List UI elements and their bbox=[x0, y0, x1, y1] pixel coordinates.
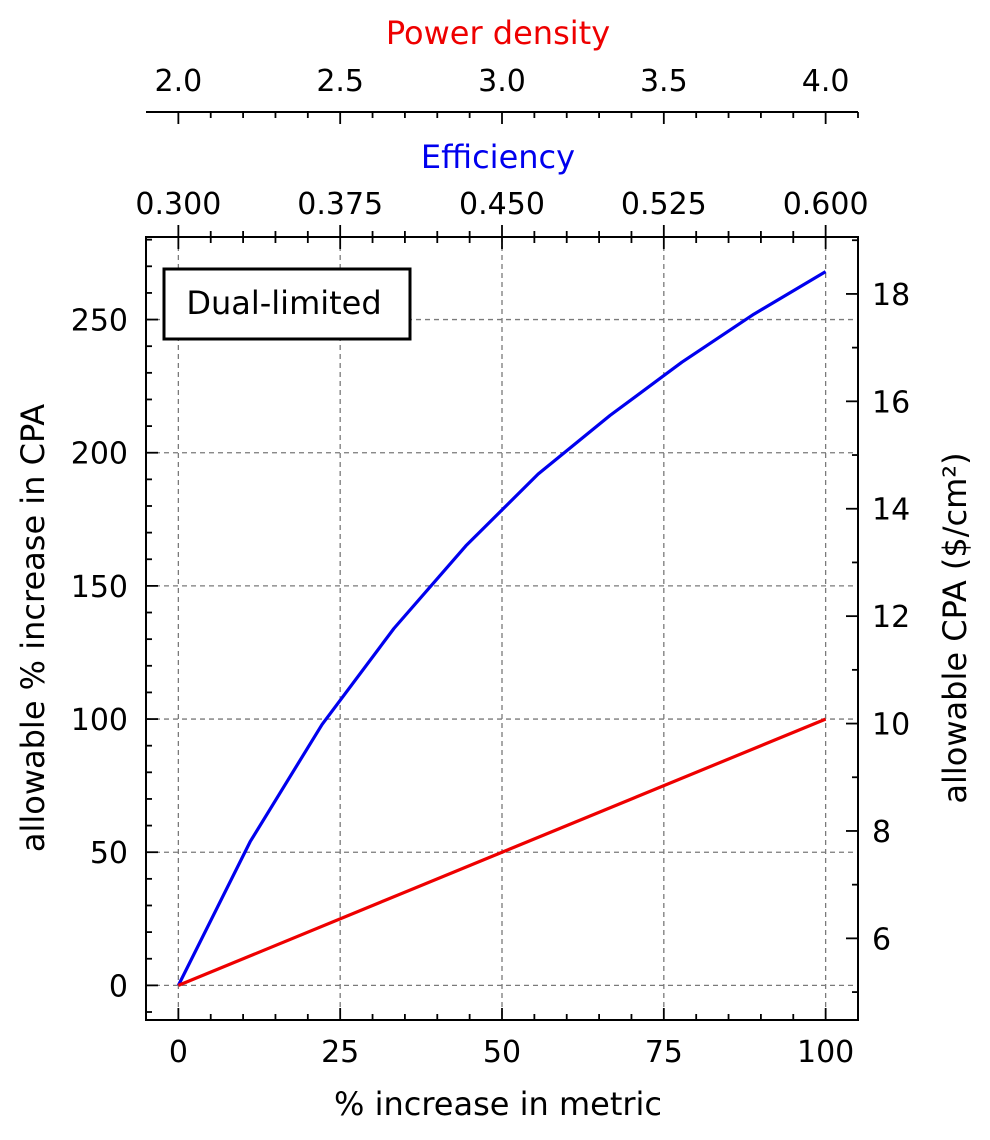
y2-tick-label-5: 16 bbox=[872, 385, 910, 420]
efficiency-tick-label-1: 0.375 bbox=[297, 187, 383, 222]
power-density-tick-label-0: 2.0 bbox=[155, 64, 203, 99]
y-tick-label-5: 250 bbox=[71, 304, 128, 339]
y-tick-label-3: 150 bbox=[71, 570, 128, 605]
series-line-1 bbox=[177, 717, 827, 987]
y2-tick-label-3: 12 bbox=[872, 600, 910, 635]
y2-tick-label-0: 6 bbox=[872, 922, 891, 957]
efficiency-tick-label-4: 0.600 bbox=[783, 187, 869, 222]
y-tick-label-2: 100 bbox=[71, 703, 128, 738]
axis-ticks bbox=[146, 112, 859, 1020]
annotation-box bbox=[162, 267, 412, 341]
series-group bbox=[176, 270, 827, 987]
series-line-0 bbox=[176, 270, 827, 987]
power-density-tick-label-4: 4.0 bbox=[802, 64, 850, 99]
y-tick-label-4: 200 bbox=[71, 437, 128, 472]
power-density-tick-label-1: 2.5 bbox=[316, 64, 364, 99]
y-axis-label: allowable % increase in CPA bbox=[14, 404, 52, 852]
y-tick-label-0: 0 bbox=[109, 969, 128, 1004]
x-tick-label-1: 25 bbox=[321, 1035, 359, 1070]
x-axis-label: % increase in metric bbox=[334, 1085, 662, 1123]
power-density-axis-label: Power density bbox=[386, 14, 610, 52]
y2-tick-label-1: 8 bbox=[872, 815, 891, 850]
grid-lines bbox=[146, 237, 858, 1020]
y2-tick-label-4: 14 bbox=[872, 493, 910, 528]
efficiency-tick-label-3: 0.525 bbox=[621, 187, 707, 222]
x-tick-label-2: 50 bbox=[483, 1035, 521, 1070]
x-tick-label-0: 0 bbox=[169, 1035, 188, 1070]
y2-tick-label-6: 18 bbox=[872, 278, 910, 313]
efficiency-axis-label: Efficiency bbox=[421, 138, 575, 176]
y-tick-label-1: 50 bbox=[90, 836, 128, 871]
power-density-tick-label-3: 3.5 bbox=[640, 64, 688, 99]
x-tick-label-3: 75 bbox=[645, 1035, 683, 1070]
efficiency-tick-label-0: 0.300 bbox=[135, 187, 221, 222]
annotation-text: Dual-limited bbox=[186, 284, 381, 322]
y2-axis-label: allowable CPA ($/cm²) bbox=[936, 452, 974, 803]
efficiency-tick-label-2: 0.450 bbox=[459, 187, 545, 222]
y2-tick-label-2: 10 bbox=[872, 708, 910, 743]
x-tick-label-4: 100 bbox=[797, 1035, 854, 1070]
power-density-tick-label-2: 3.0 bbox=[478, 64, 526, 99]
axis-tick-labels: 0 25 50 75 100 0 50 100 150 200 250 6 8 10 12 14 16 18 0.3… bbox=[71, 64, 910, 1070]
